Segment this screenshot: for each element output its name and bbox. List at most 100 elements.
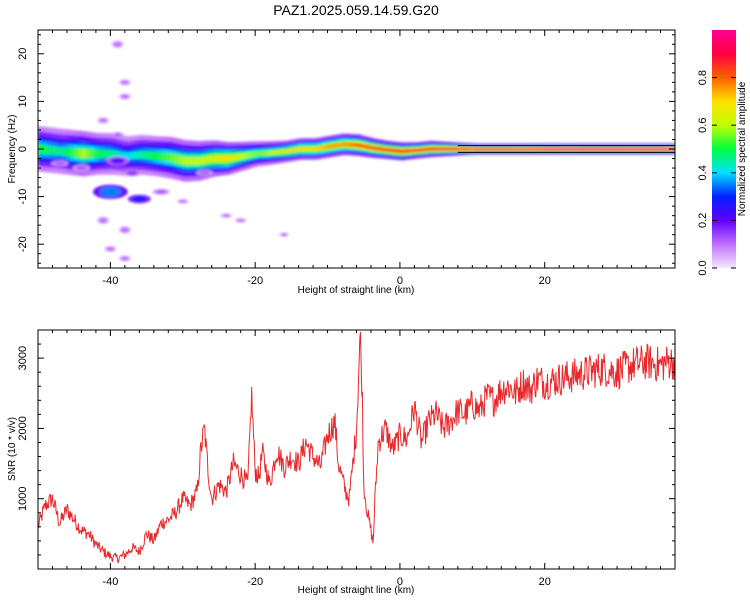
spectrogram-cell bbox=[181, 156, 186, 165]
spectrogram-cell bbox=[161, 152, 166, 161]
spectrogram-cell bbox=[587, 147, 592, 151]
spectrogram-cell bbox=[464, 147, 469, 151]
spectrogram-cell bbox=[264, 150, 270, 156]
snr-frame bbox=[37, 329, 676, 570]
spectrogram-cell bbox=[129, 151, 135, 160]
y-tick-label: -20 bbox=[17, 236, 29, 252]
spectrogram-cell bbox=[519, 147, 525, 151]
spectrogram-blob-core bbox=[121, 94, 129, 99]
spectrogram-cell bbox=[169, 153, 174, 162]
spectrogram-cell bbox=[404, 149, 409, 153]
spectrogram-cell bbox=[507, 147, 513, 151]
spectrogram-cell bbox=[336, 143, 342, 148]
spectrogram-cell bbox=[101, 149, 107, 158]
spectrogram-cell bbox=[491, 147, 497, 151]
spectrogram-cell bbox=[157, 152, 162, 161]
spectrogram-cell bbox=[276, 149, 282, 155]
spectrogram-cell bbox=[663, 147, 668, 151]
spectrogram-cell bbox=[424, 147, 429, 152]
spectrogram-cell bbox=[332, 143, 338, 148]
spectrogram-cell bbox=[655, 147, 660, 151]
spectrogram-y-axis-label: Frequency (Hz) bbox=[7, 115, 18, 184]
spectrogram-blob-core bbox=[54, 161, 66, 166]
spectrogram-cell bbox=[149, 151, 155, 160]
spectrogram-cell bbox=[527, 147, 533, 151]
spectrogram-cell bbox=[280, 149, 286, 154]
spectrogram-cell bbox=[607, 147, 612, 151]
colorbar-tick-label: 0.6 bbox=[697, 118, 709, 133]
spectrogram-cell bbox=[49, 145, 55, 155]
colorbar-tick-label: 0.0 bbox=[697, 260, 709, 275]
spectrogram-cell bbox=[253, 151, 258, 157]
spectrogram-cell bbox=[595, 147, 600, 151]
spectrogram-panel: -40 -20 0 20 -20 -10 0 10 20 Height of straight … bbox=[7, 29, 680, 296]
spectrogram-cell bbox=[559, 147, 565, 151]
spectrogram-cell bbox=[675, 146, 680, 152]
spectrogram-cell bbox=[483, 147, 489, 151]
spectrogram-cell bbox=[356, 143, 362, 148]
spectrogram-cell bbox=[125, 152, 131, 161]
spectrogram-cell bbox=[205, 155, 210, 164]
colorbar-tick-label: 0.4 bbox=[697, 165, 709, 180]
spectrogram-cell bbox=[237, 153, 242, 160]
y-tick-label: 0 bbox=[17, 146, 29, 152]
spectrogram-cell bbox=[583, 147, 588, 151]
snr-series-line bbox=[38, 331, 675, 564]
spectrogram-blob-core bbox=[99, 118, 107, 123]
spectrogram-cell bbox=[352, 142, 358, 148]
spectrogram-cell bbox=[57, 146, 63, 156]
spectrogram-cell bbox=[89, 149, 95, 158]
x-tick-label: -40 bbox=[102, 275, 118, 287]
spectrogram-x-axis-label: Height of straight line (km) bbox=[298, 285, 415, 296]
spectrogram-blob-core bbox=[179, 200, 187, 203]
spectrogram-cell bbox=[487, 147, 493, 151]
spectrogram-heatmap bbox=[38, 40, 680, 262]
spectrogram-cell bbox=[340, 142, 346, 147]
spectrogram-blob-core bbox=[110, 158, 125, 164]
spectrogram-cell bbox=[479, 147, 485, 151]
spectrogram-cell bbox=[308, 146, 314, 152]
spectrogram-cell bbox=[73, 148, 79, 158]
spectrogram-blob-core bbox=[121, 80, 129, 85]
spectrogram-cell bbox=[360, 143, 366, 149]
spectrogram-cell bbox=[643, 147, 648, 151]
y-tick-label: 10 bbox=[17, 95, 29, 107]
spectrogram-cell bbox=[456, 147, 461, 151]
spectrogram-cell bbox=[563, 147, 569, 151]
x-tick-label: 0 bbox=[397, 275, 403, 287]
spectrogram-cell bbox=[436, 147, 441, 151]
spectrogram-cell bbox=[173, 154, 178, 163]
spectrogram-blob-core bbox=[114, 41, 122, 47]
spectrogram-cell bbox=[603, 147, 608, 151]
spectrogram-cell bbox=[133, 151, 139, 160]
spectrogram-cell bbox=[635, 147, 640, 151]
snr-ticks: -40 -20 0 20 1000 2000 3000 bbox=[17, 329, 676, 588]
spectrogram-cell bbox=[372, 146, 377, 151]
spectrogram-cell bbox=[428, 147, 433, 151]
colorbar-tick-label: 0.8 bbox=[697, 70, 709, 85]
spectrogram-cell bbox=[272, 150, 278, 155]
spectrogram-cell bbox=[69, 148, 75, 157]
spectrogram-cell bbox=[292, 147, 298, 153]
spectrogram-cell bbox=[412, 148, 417, 153]
spectrogram-cell bbox=[348, 142, 354, 147]
spectrogram-cell bbox=[177, 155, 182, 164]
spectrogram-cell bbox=[145, 151, 151, 160]
spectrogram-cell bbox=[249, 152, 254, 158]
colorbar-label: Normalized spectral amplitude bbox=[737, 81, 748, 216]
spectrogram-ticks: -40 -20 0 20 -20 -10 0 10 20 bbox=[17, 30, 676, 287]
spectrogram-cell bbox=[611, 147, 616, 151]
spectrogram-blob-core bbox=[199, 170, 210, 175]
y-tick-label: 1000 bbox=[17, 486, 29, 510]
spectrogram-cell bbox=[675, 144, 680, 155]
spectrogram-cell bbox=[117, 150, 123, 159]
spectrogram-cell bbox=[197, 156, 202, 165]
spectrogram-blob-core bbox=[114, 133, 122, 137]
y-tick-label: -10 bbox=[17, 189, 29, 205]
spectrogram-cell bbox=[113, 150, 119, 159]
spectrogram-cell bbox=[260, 150, 266, 156]
spectrogram-cell bbox=[388, 148, 393, 152]
spectrogram-blob-core bbox=[121, 227, 129, 233]
spectrogram-cell bbox=[257, 151, 262, 157]
spectrogram-blob-core bbox=[106, 247, 114, 251]
